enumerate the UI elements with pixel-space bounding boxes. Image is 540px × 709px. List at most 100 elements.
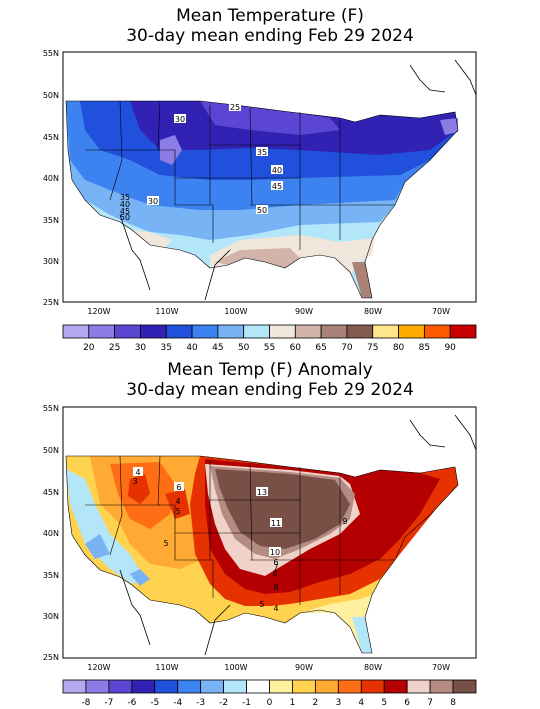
lat-label: 25N — [43, 298, 59, 307]
lon-label: 90W — [295, 663, 313, 672]
legend-swatch — [165, 324, 193, 339]
panel1-title-line1: Mean Temperature (F) — [176, 6, 364, 26]
lon-label: 90W — [295, 307, 313, 316]
lat-label: 25N — [43, 653, 59, 662]
lon-label: 70W — [432, 663, 450, 672]
legend-swatch — [191, 324, 219, 339]
contour-label: 13 — [257, 488, 267, 497]
legend-label: 3 — [335, 698, 341, 708]
lat-label: 35N — [43, 571, 59, 580]
temperature-field — [65, 59, 476, 301]
legend-label: 20 — [83, 343, 95, 353]
legend-swatch — [423, 324, 451, 339]
legend-swatch — [114, 324, 141, 339]
legend-label: 50 — [238, 343, 250, 353]
lat-label: 40N — [43, 174, 59, 183]
contour-label: 4 — [273, 604, 278, 613]
legend-label: 30 — [135, 343, 147, 353]
contour-label: 5 — [163, 539, 168, 548]
lat-label: 50N — [43, 446, 59, 455]
legend-swatch — [85, 679, 110, 694]
contour-label: 35 — [257, 148, 267, 157]
legend-swatch — [372, 324, 399, 339]
contour-label: 8 — [272, 569, 277, 578]
legend-label: 7 — [427, 698, 433, 708]
lon-label: 70W — [432, 307, 450, 316]
contour-label: 50 — [120, 213, 130, 222]
contour-label: 40 — [120, 200, 130, 209]
legend-swatch — [452, 679, 477, 694]
contour-label: 30 — [148, 197, 158, 206]
lon-label: 100W — [224, 307, 247, 316]
legend-swatch — [217, 324, 245, 339]
panel1-title-line2: 30-day mean ending Feb 29 2024 — [126, 26, 414, 46]
legend-swatch — [320, 324, 348, 339]
legend-label: -6 — [127, 698, 136, 708]
legend-label: 90 — [444, 343, 456, 353]
legend-swatch — [108, 679, 133, 694]
legend-swatch — [398, 324, 425, 339]
panel2-title-line2: 30-day mean ending Feb 29 2024 — [126, 380, 414, 400]
contour-label: 40 — [272, 166, 282, 175]
legend-swatch — [383, 679, 408, 694]
contour-label: 5 — [175, 507, 180, 516]
contour-label: 4 — [135, 468, 140, 477]
legend-swatch — [292, 679, 316, 694]
legend-swatch — [131, 679, 156, 694]
lat-label: 35N — [43, 216, 59, 225]
legend-swatch — [243, 324, 270, 339]
contour-label: 25 — [230, 103, 240, 112]
lat-label: 30N — [43, 612, 59, 621]
legend-swatch — [294, 324, 322, 339]
legend-swatch — [177, 679, 202, 694]
legend-label: 5 — [381, 698, 387, 708]
legend-label: 2 — [313, 698, 319, 708]
contour-label: 50 — [257, 206, 267, 215]
contour-label: 3 — [132, 477, 137, 486]
legend-label: 4 — [358, 698, 364, 708]
lon-label: 120W — [87, 307, 110, 316]
legend-swatch — [449, 324, 477, 339]
lon-label: 100W — [224, 663, 247, 672]
lat-labels: 55N 50N 45N 40N 35N 30N 25N — [43, 49, 59, 307]
lon-labels: 120W 110W 100W 90W 80W 70W — [87, 663, 450, 672]
lat-label: 45N — [43, 133, 59, 142]
lat-label: 50N — [43, 91, 59, 100]
legend-label: 1 — [290, 698, 296, 708]
legend-swatch — [406, 679, 431, 694]
legend-label: 60 — [290, 343, 302, 353]
lat-labels: 55N 50N 45N 40N 35N 30N 25N — [43, 404, 59, 662]
legend-label: 70 — [341, 343, 353, 353]
contour-label: 45 — [120, 207, 130, 216]
legend-label: 8 — [450, 698, 456, 708]
contour-label: 35 — [120, 193, 130, 202]
legend-swatch — [429, 679, 454, 694]
lat-label: 30N — [43, 257, 59, 266]
legend-swatch — [269, 679, 293, 694]
contour-label: 6 — [176, 483, 181, 492]
anomaly-map: 4 6 13 11 10 6 8 9 5 4 4 5 8 7 5 3 55N 5… — [43, 404, 477, 708]
legend-label: 40 — [186, 343, 198, 353]
legend-swatch — [346, 324, 374, 339]
legend-label: 25 — [109, 343, 120, 353]
legend-swatch — [246, 679, 270, 694]
contour-labels: 4 6 13 11 10 6 8 9 5 4 4 5 8 7 5 3 — [132, 467, 348, 613]
legend-label: -5 — [150, 698, 159, 708]
legend-swatch — [314, 679, 339, 694]
legend-label: 55 — [264, 343, 275, 353]
legend-label: 85 — [419, 343, 430, 353]
contour-label: 5 — [259, 600, 264, 609]
contour-label: 30 — [175, 115, 185, 124]
contour-label: 11 — [271, 519, 281, 528]
lon-label: 110W — [155, 307, 178, 316]
contour-label: 45 — [272, 182, 282, 191]
temperature-legend: 20 25 30 35 40 45 50 55 60 65 70 75 80 85 90 — [62, 324, 477, 353]
legend-label: -1 — [242, 698, 251, 708]
legend-swatch — [269, 324, 296, 339]
legend-label: 45 — [212, 343, 223, 353]
legend-swatch — [62, 679, 87, 694]
contour-label: 10 — [270, 548, 280, 557]
legend-label: -8 — [81, 698, 90, 708]
lon-labels: 120W 110W 100W 90W 80W 70W — [87, 307, 450, 316]
legend-swatch — [337, 679, 362, 694]
